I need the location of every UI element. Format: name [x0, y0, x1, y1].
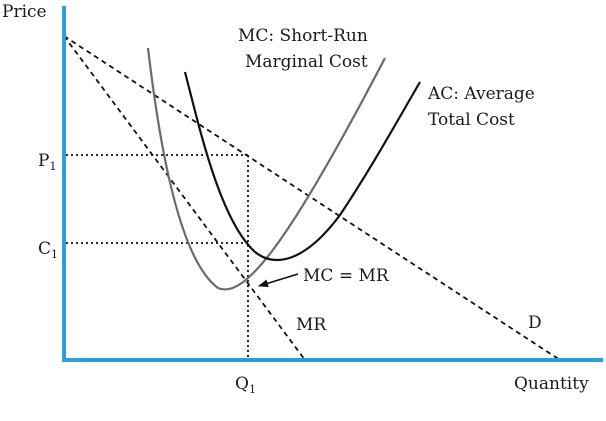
mr-curve-label: MR: [296, 315, 327, 335]
ac-curve-label-line1: AC: Average: [427, 84, 535, 104]
mc-mr-arrow: [258, 273, 299, 288]
y-axis-label: Price: [2, 2, 47, 22]
ac-curve-label-line2: Total Cost: [428, 110, 515, 130]
c1-label: C1: [38, 239, 58, 261]
p1-label: P1: [38, 151, 56, 173]
mc-mr-annotation: MC = MR: [303, 266, 390, 286]
ac-curve: [183, 71, 421, 261]
mc-curve-label-line2: Marginal Cost: [245, 52, 368, 72]
q1-label: Q1: [235, 374, 256, 396]
mr-curve: [63, 35, 306, 361]
mc-curve: [146, 47, 386, 291]
demand-curve-label: D: [528, 313, 542, 333]
x-axis-label: Quantity: [514, 374, 589, 394]
mc-curve-label-line1: MC: Short-Run: [238, 26, 368, 46]
